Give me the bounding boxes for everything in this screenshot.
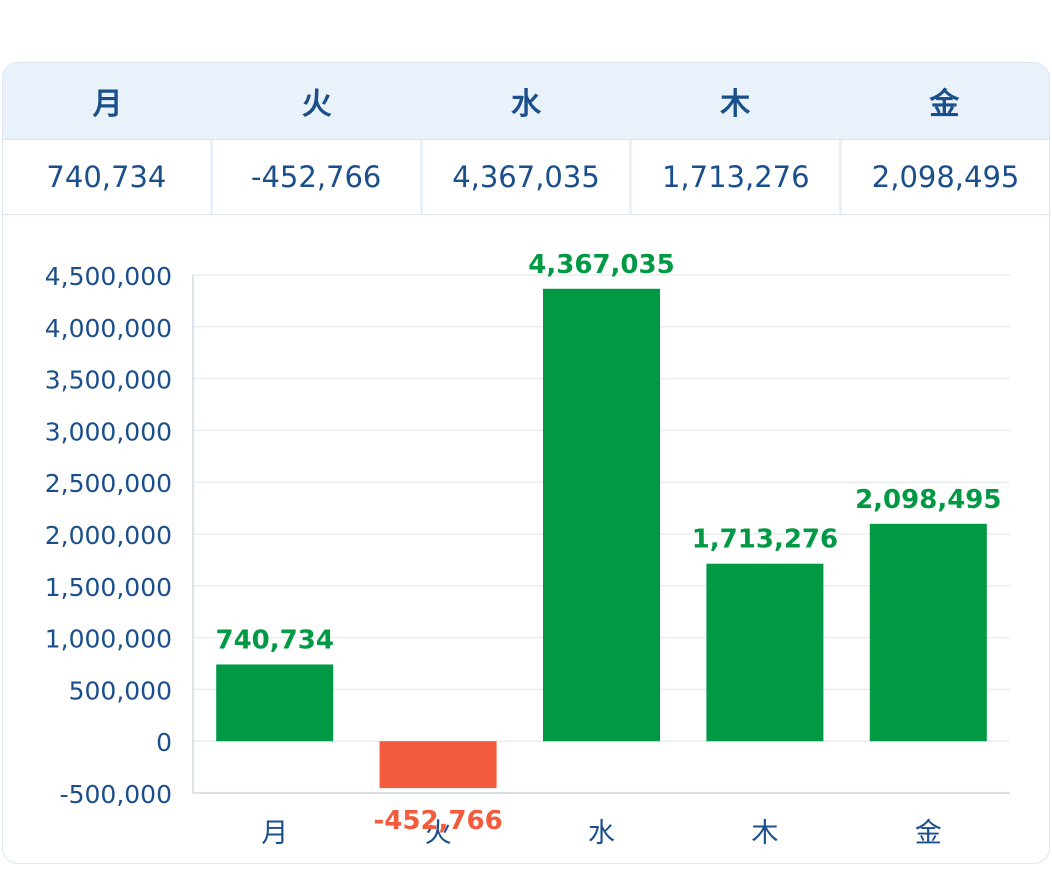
table-header-row: 月 火 水 木 金 <box>3 63 1049 139</box>
table-value-cell: 1,713,276 <box>629 140 839 214</box>
table-header-cell: 火 <box>301 87 332 122</box>
table-value-cell: 740,734 <box>46 160 167 194</box>
table-value-cell: -452,766 <box>209 140 420 214</box>
chart-card: 月 火 水 木 金 740,734 -452,766 4,367,035 1,7… <box>2 62 1050 864</box>
table-header-cell: 金 <box>929 87 960 122</box>
table-header-cell: 月 <box>92 87 123 122</box>
table-value-cell: 4,367,035 <box>419 140 630 214</box>
table-header-cell: 木 <box>720 87 751 122</box>
table-value-row: 740,734 -452,766 4,367,035 1,713,276 2,0… <box>3 139 1049 215</box>
table-header-cell: 水 <box>511 87 541 122</box>
table-value-cell: 2,098,495 <box>839 140 1049 214</box>
